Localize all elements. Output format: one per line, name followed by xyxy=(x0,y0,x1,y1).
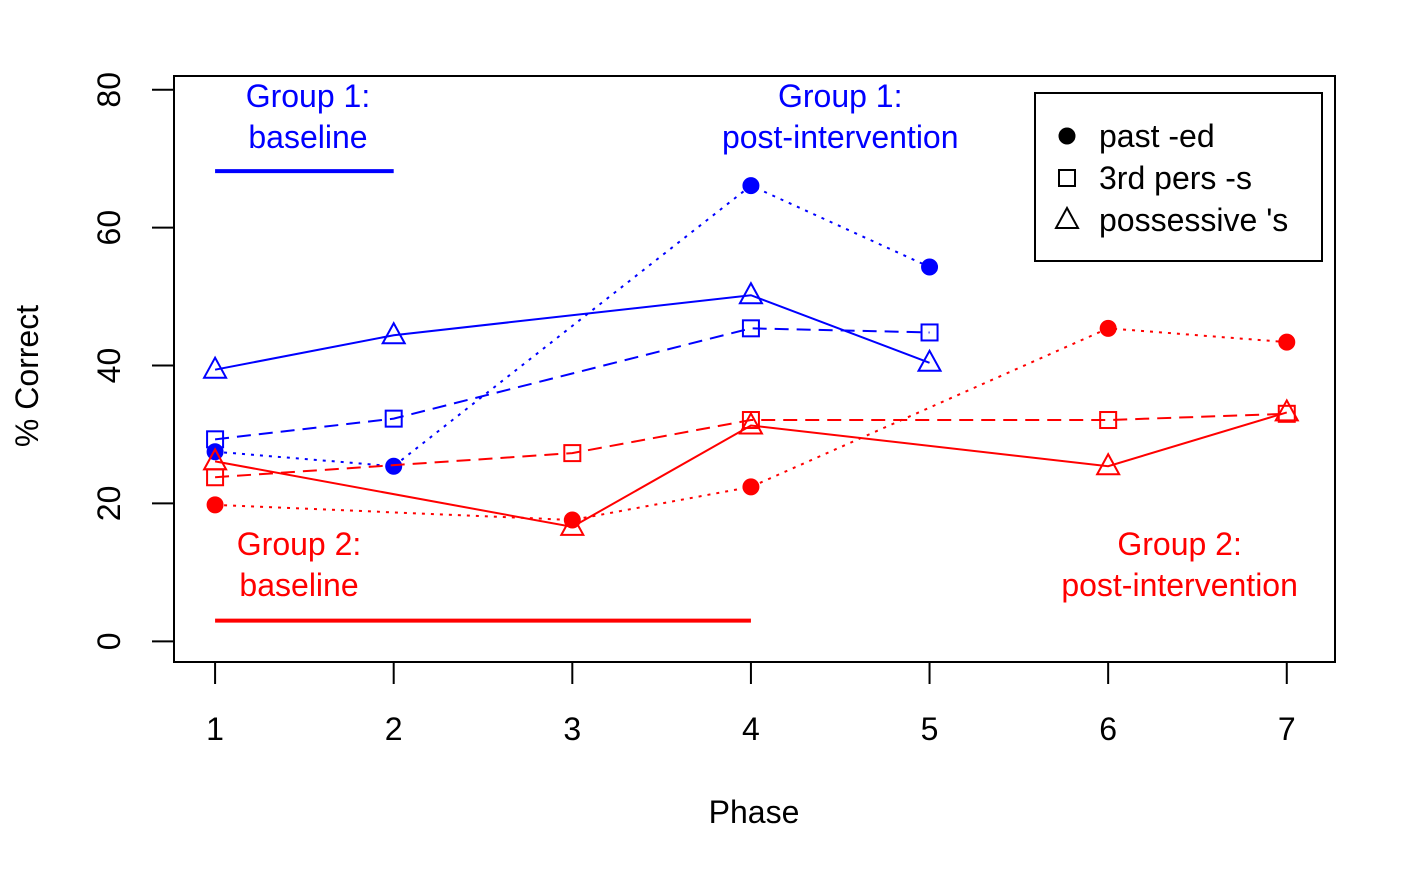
annotation-text: post-intervention xyxy=(1061,567,1298,603)
y-axis-label: % Correct xyxy=(9,305,45,447)
data-point xyxy=(202,447,228,471)
series xyxy=(206,404,1296,487)
data-point xyxy=(1099,319,1117,337)
data-point xyxy=(921,258,939,276)
legend-marker xyxy=(1058,127,1076,145)
series xyxy=(206,177,939,475)
annotation-text: Group 1: xyxy=(778,78,903,114)
annotation-text: baseline xyxy=(239,567,358,603)
data-point xyxy=(559,512,586,536)
data-point xyxy=(385,457,403,475)
series-line xyxy=(214,327,930,441)
data-point xyxy=(920,323,939,342)
axes: 1 2 3 4 5 6 7 0 20 40 60 80 xyxy=(91,72,1296,747)
legend-marker xyxy=(1058,169,1076,187)
phase-bars xyxy=(215,169,751,623)
data-point xyxy=(563,444,582,463)
data-point xyxy=(206,496,224,514)
data-point xyxy=(738,281,764,305)
x-axis-label: Phase xyxy=(709,794,800,830)
x-tick-label: 2 xyxy=(385,711,403,747)
y-tick-label: 0 xyxy=(91,632,127,650)
annotation-text: Group 2: xyxy=(1117,526,1242,562)
series-line xyxy=(215,184,930,468)
y-tick-label: 40 xyxy=(91,348,127,384)
legend-label: 3rd pers -s xyxy=(1099,160,1252,196)
data-point xyxy=(741,319,760,338)
annotation-text: post-intervention xyxy=(722,119,959,155)
x-tick-label: 1 xyxy=(206,711,224,747)
x-tick-label: 4 xyxy=(742,711,760,747)
data-point xyxy=(1274,398,1300,422)
series xyxy=(206,319,939,449)
series-line xyxy=(214,411,1288,528)
series xyxy=(202,398,1300,536)
series-group xyxy=(202,177,1300,536)
x-tick-label: 3 xyxy=(563,711,581,747)
data-point xyxy=(206,443,224,461)
data-point xyxy=(202,355,228,379)
data-point xyxy=(1278,333,1296,351)
y-tick-label: 80 xyxy=(91,72,127,108)
x-tick-label: 7 xyxy=(1278,711,1296,747)
data-point xyxy=(916,348,943,372)
data-point xyxy=(384,409,403,428)
data-point xyxy=(742,177,760,195)
data-point xyxy=(738,411,764,435)
legend-label: past -ed xyxy=(1099,118,1215,154)
legend-label: possessive 's xyxy=(1099,202,1288,238)
x-tick-label: 5 xyxy=(921,711,939,747)
legend: past -ed 3rd pers -s possessive 's xyxy=(1034,92,1323,262)
x-tick-label: 6 xyxy=(1099,711,1117,747)
legend-box xyxy=(1034,92,1323,262)
series xyxy=(202,281,943,379)
data-point xyxy=(1099,411,1118,430)
y-tick-label: 20 xyxy=(91,486,127,522)
series xyxy=(206,319,1296,529)
series-line xyxy=(215,412,1287,479)
annotation-text: Group 2: xyxy=(237,526,362,562)
series-line xyxy=(214,294,930,371)
data-point xyxy=(1095,452,1121,476)
data-point xyxy=(742,478,760,496)
legend-marker xyxy=(1054,205,1080,229)
y-tick-label: 60 xyxy=(91,210,127,246)
annotations: Group 1: baseline Group 1: post-interventio… xyxy=(237,78,1298,603)
annotation-text: baseline xyxy=(248,119,367,155)
data-point xyxy=(381,321,407,345)
annotation-text: Group 1: xyxy=(246,78,371,114)
